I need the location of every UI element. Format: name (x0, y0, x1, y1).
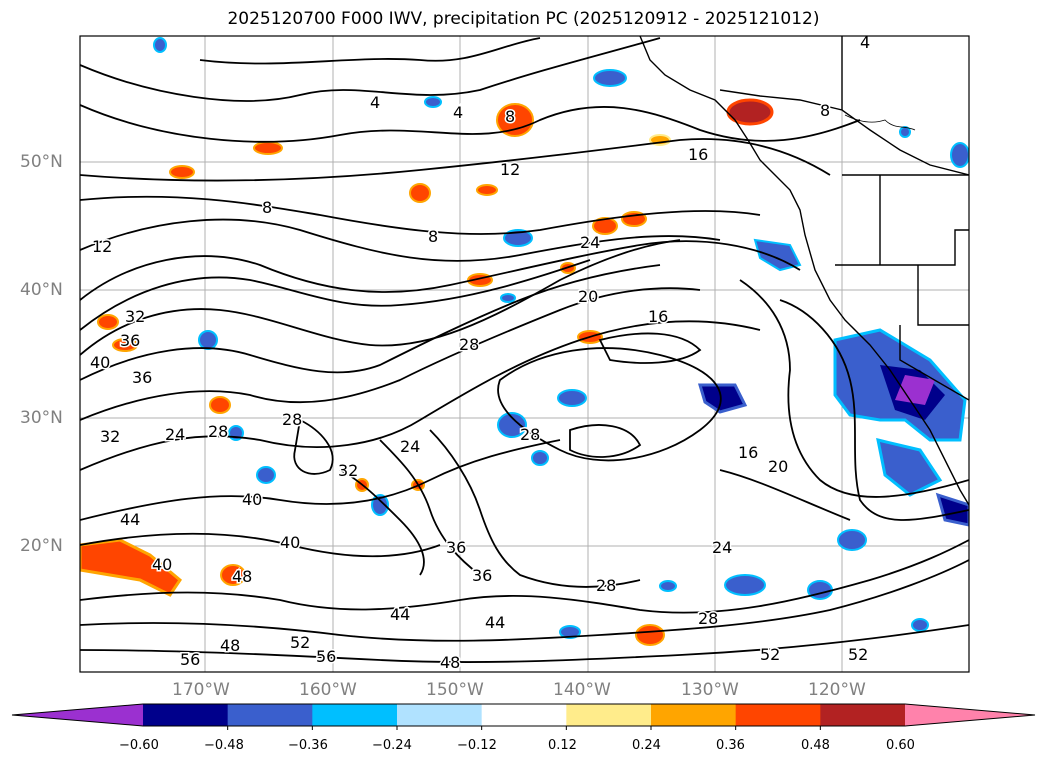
lon-label-140w: 140°W (553, 680, 611, 700)
contour-label: 4 (860, 33, 870, 52)
contour-label: 20 (578, 287, 598, 306)
contour-label: 52 (290, 633, 310, 652)
colorbar (11, 703, 1036, 730)
contour-label: 48 (220, 636, 240, 655)
contour-label: 40 (152, 555, 172, 574)
colorbar-extend-min (12, 704, 143, 726)
colorbar-tick: 0.12 (548, 738, 577, 753)
colorbar-segment (312, 704, 398, 726)
contour-label: 36 (132, 368, 152, 387)
colorbar-tick: −0.60 (119, 738, 159, 753)
contour-label: 48 (440, 653, 460, 672)
precip-positive (80, 98, 774, 646)
lon-label-150w: 150°W (426, 680, 484, 700)
colorbar-tick: −0.36 (288, 738, 328, 753)
lon-label-160w: 160°W (299, 680, 357, 700)
contour-label: 28 (520, 425, 540, 444)
contour-label: 44 (485, 613, 505, 632)
colorbar-segment (566, 704, 652, 726)
contour-label: 16 (738, 443, 758, 462)
contour-label: 40 (90, 353, 110, 372)
contour-label: 8 (820, 101, 830, 120)
contour-label: 44 (120, 510, 140, 529)
contour-label: 24 (400, 437, 420, 456)
plot-frame (79, 35, 970, 673)
contour-label: 12 (92, 237, 112, 256)
colorbar-segment (735, 704, 821, 726)
contour-label: 8 (262, 198, 272, 217)
colorbar-segment (397, 704, 483, 726)
contour-label: 28 (596, 576, 616, 595)
colorbar-segment (227, 704, 313, 726)
contour-label: 8 (428, 227, 438, 246)
colorbar-tick: 0.36 (716, 738, 745, 753)
contour-label: 36 (120, 331, 140, 350)
contour-label: 48 (232, 567, 252, 586)
colorbar-tick: −0.24 (372, 738, 412, 753)
colorbar-extend-max (905, 704, 1035, 726)
colorbar-tick: −0.48 (204, 738, 244, 753)
contour-label: 24 (712, 538, 732, 557)
colorbar-tick: 0.48 (801, 738, 830, 753)
colorbar-tick: 0.24 (632, 738, 661, 753)
colorbar-tick: −0.12 (457, 738, 497, 753)
contour-label: 24 (580, 233, 600, 252)
lat-label-40: 40°N (20, 280, 63, 300)
contour-label: 24 (165, 425, 185, 444)
colorbar-outline (11, 703, 1036, 727)
lon-label-170w: 170°W (172, 680, 230, 700)
coastline (639, 36, 969, 506)
colorbar-segment (651, 704, 737, 726)
contour-label: 32 (338, 461, 358, 480)
gridlines (80, 36, 969, 672)
contour-label: 44 (390, 605, 410, 624)
contour-label: 16 (648, 307, 668, 326)
contour-labels: 444 8 888121216161620202424242428282828282… (89, 33, 872, 672)
contour-label: 8 (505, 107, 515, 126)
contour-label: 28 (282, 410, 302, 429)
contour-label: 52 (848, 645, 868, 664)
lat-label-50: 50°N (20, 152, 63, 172)
contour-label: 40 (280, 533, 300, 552)
colorbar-segment (481, 704, 567, 726)
iwv-contours (80, 37, 969, 663)
contour-label: 28 (698, 609, 718, 628)
contour-label: 28 (459, 335, 479, 354)
contour-label: 40 (242, 490, 262, 509)
contour-label: 36 (446, 538, 466, 557)
contour-label: 52 (760, 645, 780, 664)
contour-label: 16 (688, 145, 708, 164)
contour-label: 4 (453, 103, 463, 122)
contour-label: 28 (208, 422, 228, 441)
map-title: 2025120700 F000 IWV, precipitation PC (2… (227, 9, 820, 29)
lat-label-30: 30°N (20, 408, 63, 428)
colorbar-segment (143, 704, 229, 726)
contour-label: 4 (370, 93, 380, 112)
contour-label: 12 (500, 160, 520, 179)
colorbar-segment (820, 704, 906, 726)
contour-label: 32 (125, 307, 145, 326)
contour-label: 36 (472, 566, 492, 585)
contour-label: 32 (100, 427, 120, 446)
contour-label: 56 (316, 647, 336, 666)
lon-label-130w: 130°W (681, 680, 739, 700)
lon-label-120w: 120°W (808, 680, 866, 700)
colorbar-tick: 0.60 (886, 738, 915, 753)
lat-label-20: 20°N (20, 536, 63, 556)
contour-label: 20 (768, 457, 788, 476)
contour-label: 56 (180, 650, 200, 669)
